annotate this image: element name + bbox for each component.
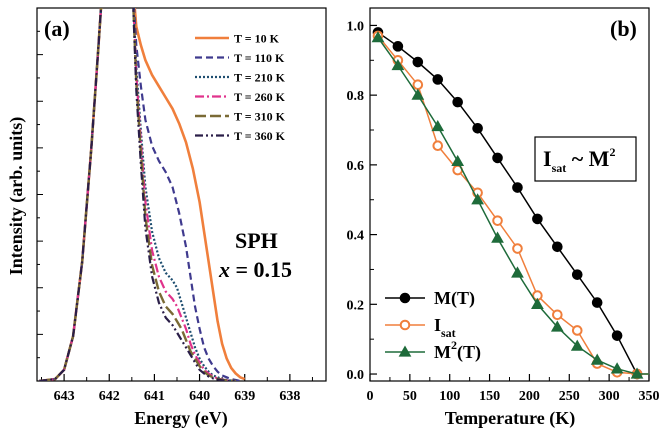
data-point [431,119,445,132]
data-point [512,182,523,193]
x-tick-label: 639 [234,389,255,404]
legend-entry: M(T) [385,288,475,309]
data-point [391,58,405,71]
data-point [630,367,644,379]
annotation-sub: sat [552,161,567,175]
data-point [512,243,523,254]
x-tick-label: 638 [279,389,300,404]
series-group [372,27,643,380]
legend-label: T = 260 K [234,90,286,104]
y-tick-label: 0.4 [347,229,365,244]
data-point [492,215,503,226]
data-point [399,292,411,304]
panel-b-x-axis-title: Temperature (K) [445,408,575,429]
legend-entry: Isat [385,315,456,340]
data-point [412,56,424,68]
data-point [432,140,444,151]
x-tick-label: 0 [367,389,374,404]
series-line [39,8,236,381]
data-point [591,297,603,308]
data-point [471,193,484,205]
x-tick-label: 150 [479,389,500,404]
legend-label: T = 210 K [234,71,286,85]
annotation-sup: 2 [609,145,615,159]
annotation-base: I [543,146,552,171]
series-line [39,8,246,381]
panel-b: 0 50 100 150 200 250 300 3500.00.20.40.60.81.0 … [347,7,660,429]
panel-a-annotation-sample: SPH [235,228,278,253]
x-tick-label: 100 [439,389,460,404]
panel-a-annotation-value: = 0.15 [230,257,292,282]
series-group [372,30,649,380]
legend-label: T = 310 K [234,110,286,124]
panel-a-y-ticks [37,7,43,382]
panel-b-ticks: 0 50 100 150 200 250 300 350 0.0 0.2 0.4 0.6 0.8 1.0 [347,19,660,404]
data-point [552,241,563,253]
data-point [411,88,425,100]
legend-label: Isat [434,315,456,340]
legend-label: T = 10 K [234,32,280,46]
panel-a-x-axis-title: Energy (eV) [134,408,227,429]
x-tick-label: 642 [99,389,120,404]
data-point [590,353,604,365]
panel-a-annotation-composition: x = 0.15 [218,257,292,282]
x-tick-label: 350 [639,389,660,404]
data-point [531,297,544,309]
data-point [610,362,624,374]
data-point [399,319,411,331]
data-point [492,152,503,164]
legend-entry: M2(T) [385,338,481,363]
y-tick-label: 0.6 [347,159,365,174]
x-tick-label: 200 [519,389,540,404]
data-point [392,41,404,52]
x-tick-label: 643 [54,389,75,404]
x-tick-label: 50 [403,389,417,404]
x-tick-label: 300 [599,389,620,404]
x-tick-label: 640 [189,389,210,404]
data-point [412,79,424,90]
series-group [371,31,649,379]
series-line [39,8,236,381]
annotation-formula: Isat ~ M2 [543,145,615,175]
x-tick-label: 250 [559,389,580,404]
panel-b-annotation-box: Isat ~ M2 [534,136,637,182]
data-point [611,330,623,341]
data-point [398,345,412,357]
data-point [550,320,564,332]
data-point [571,269,583,280]
annotation-mid: ~ M [566,146,609,171]
data-point [452,96,463,108]
panel-a-x-ticks: 643 642 641 640 639 638 [41,374,313,404]
data-point [570,339,584,351]
panel-a-annotation-x: x [218,257,230,282]
data-point [451,154,465,167]
panel-b-label: (b) [610,16,637,41]
annotation-frame [534,136,637,182]
x-tick-label: 641 [144,389,165,404]
panel-a: 643 642 641 640 639 638 T = 10 KT = 110 KT = … [6,7,327,429]
data-point [472,122,483,134]
y-tick-label: 0.2 [347,298,365,313]
y-tick-label: 0.8 [347,89,365,104]
legend-label: M2(T) [434,338,481,363]
panel-a-curves [39,8,246,381]
data-point [491,231,504,243]
data-point [532,213,543,225]
legend-label: T = 110 K [234,51,285,65]
legend-label: M(T) [434,288,475,309]
data-point [552,309,563,321]
panel-a-y-axis-title: Intensity (arb. units) [6,117,27,276]
y-tick-label: 0.0 [347,368,365,383]
y-tick-label: 1.0 [347,19,365,34]
legend-label: T = 360 K [234,129,286,143]
panel-a-legend: T = 10 K T = 110 K T = 210 K T = 260 K T = 3… [195,32,286,143]
panel-a-label: (a) [44,16,70,41]
data-point [432,74,444,85]
data-point [371,31,385,43]
data-point [511,266,524,278]
data-point [571,325,583,336]
panel-b-series [371,27,649,380]
